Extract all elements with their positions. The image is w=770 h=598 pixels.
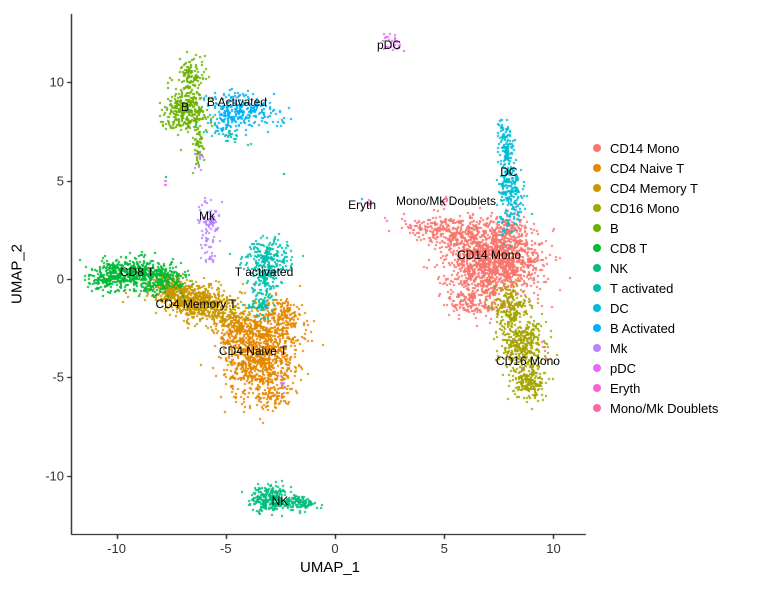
legend-dot-icon: [593, 224, 601, 232]
y-tick-label: -10: [45, 468, 64, 484]
y-tick-label: -5: [52, 369, 64, 385]
legend-dot-icon: [593, 244, 601, 252]
legend-row: B: [593, 218, 718, 238]
legend-row: CD16 Mono: [593, 198, 718, 218]
cluster-label: Mk: [199, 209, 215, 224]
cluster-label: pDC: [376, 37, 401, 52]
legend-dot-icon: [593, 264, 601, 272]
legend-label: DC: [610, 300, 629, 316]
legend-label: B: [610, 220, 619, 236]
legend-row: CD4 Memory T: [593, 178, 718, 198]
x-axis-title: UMAP_1: [299, 559, 361, 576]
legend-label: Mk: [610, 340, 628, 356]
legend-dot-icon: [593, 184, 601, 192]
x-tick-label: 10: [546, 541, 561, 556]
legend-row: Mk: [593, 338, 718, 358]
legend-label: CD14 Mono: [610, 140, 680, 156]
legend-row: CD14 Mono: [593, 138, 718, 158]
legend-row: Mono/Mk Doublets: [593, 398, 718, 418]
cluster-label: CD16 Mono: [495, 354, 560, 369]
x-tick-label: -5: [220, 541, 232, 556]
cluster-label: CD8 T: [119, 264, 155, 279]
legend-dot-icon: [593, 284, 601, 292]
legend-dot-icon: [593, 404, 601, 412]
legend-label: CD4 Naive T: [610, 160, 685, 176]
legend-label: B Activated: [610, 320, 676, 336]
x-tick-label: -10: [107, 541, 126, 556]
legend-row: T activated: [593, 278, 718, 298]
legend-dot-icon: [593, 344, 601, 352]
x-tick-label: 5: [440, 541, 448, 556]
legend-dot-icon: [593, 204, 601, 212]
legend-dot-icon: [593, 324, 601, 332]
cluster-label: T activated: [234, 264, 294, 279]
cluster-label: CD4 Memory T: [155, 297, 237, 311]
y-tick-label: 10: [49, 74, 64, 90]
legend-row: CD4 Naive T: [593, 158, 718, 178]
legend-label: CD16 Mono: [610, 200, 680, 216]
legend-dot-icon: [593, 384, 601, 392]
cluster-label: B: [181, 100, 190, 115]
legend-label: Mono/Mk Doublets: [610, 400, 719, 416]
y-tick-label: 5: [56, 173, 64, 189]
legend-row: Eryth: [593, 378, 718, 398]
legend-label: NK: [610, 260, 629, 276]
legend-label: CD8 T: [610, 240, 648, 256]
cluster-label: Mono/Mk Doublets: [395, 193, 497, 208]
cluster-legend: CD14 Mono CD4 Naive T CD4 Memory T CD16 Mon…: [593, 138, 718, 418]
cluster-label: CD4 Naive T: [218, 344, 288, 359]
legend-label: CD4 Memory T: [610, 180, 698, 196]
cluster-label: DC: [500, 164, 518, 179]
x-tick-label: 0: [331, 541, 339, 556]
legend-dot-icon: [593, 364, 601, 372]
cluster-label: NK: [271, 494, 289, 509]
cluster-label: B Activated: [206, 94, 267, 109]
legend-label: pDC: [610, 360, 637, 376]
legend-dot-icon: [593, 164, 601, 172]
legend-row: CD8 T: [593, 238, 718, 258]
legend-row: DC: [593, 298, 718, 318]
cluster-label: Eryth: [348, 198, 377, 213]
y-tick-label: 0: [56, 271, 64, 287]
legend-dot-icon: [593, 144, 601, 152]
legend-dot-icon: [593, 304, 601, 312]
legend-label: T activated: [610, 280, 674, 296]
legend-row: NK: [593, 258, 718, 278]
legend-label: Eryth: [610, 380, 641, 396]
cluster-label: CD14 Mono: [457, 248, 522, 262]
y-axis-title: UMAP_2: [8, 243, 26, 305]
legend-row: pDC: [593, 358, 718, 378]
legend-row: B Activated: [593, 318, 718, 338]
